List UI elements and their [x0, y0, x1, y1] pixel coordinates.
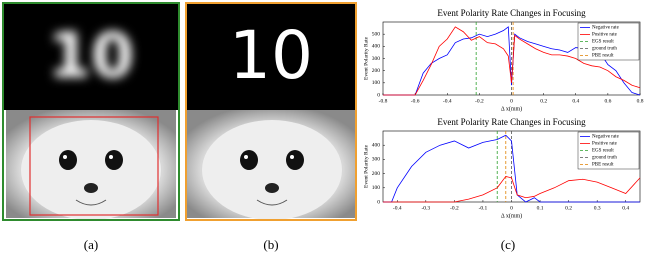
data-line [383, 26, 641, 96]
y-tick-label: 400 [372, 142, 381, 148]
image-text: 10 [229, 17, 313, 94]
legend-label: PBE result [592, 54, 614, 59]
x-tick-label: 0.4 [622, 205, 629, 211]
x-tick-label: -0.3 [421, 205, 430, 211]
x-tick-label: 0.4 [572, 98, 579, 104]
y-tick-label: 300 [372, 56, 381, 62]
seal-image [186, 109, 358, 221]
x-axis-label: Δ x(mm) [501, 105, 522, 112]
panel-border [2, 2, 180, 221]
chart-title: Event Polarity Rate Changes in Focusing [437, 8, 586, 18]
seal-image [5, 109, 177, 221]
legend-label: EGS result [592, 40, 614, 45]
panel-border [185, 2, 357, 221]
x-tick-label: 0.6 [604, 98, 611, 104]
legend-label: ground truth [592, 156, 617, 161]
blurred-image [4, 4, 178, 110]
caption: (a) [84, 237, 98, 252]
roi-box [29, 116, 159, 216]
y-tick-label: 300 [372, 157, 381, 163]
y-tick-label: 0 [377, 199, 380, 205]
legend-label: Negative rate [592, 26, 620, 31]
y-tick-label: 500 [372, 31, 381, 37]
x-tick-label: 0.8 [637, 98, 644, 104]
x-tick-label: 0.1 [537, 205, 544, 211]
y-tick-label: 100 [372, 185, 381, 191]
y-tick-label: 0 [377, 92, 380, 98]
x-tick-label: 0.2 [565, 205, 572, 211]
y-tick-label: 200 [372, 171, 381, 177]
sharp-image [187, 4, 355, 110]
image-text: 10 [48, 19, 134, 92]
panel-a: 10 (a) [2, 2, 180, 252]
x-tick-label: -0.8 [379, 98, 388, 104]
x-tick-label: -0.6 [411, 98, 420, 104]
x-tick-label: -0.2 [450, 205, 459, 211]
y-tick-label: 200 [372, 68, 381, 74]
legend-label: EGS result [592, 149, 614, 154]
caption: (c) [501, 237, 515, 252]
x-tick-label: -0.4 [443, 98, 452, 104]
x-tick-label: -0.4 [393, 205, 402, 211]
y-tick-label: 100 [372, 80, 381, 86]
x-tick-label: -0.1 [479, 205, 488, 211]
caption: (b) [263, 237, 278, 252]
data-line [383, 175, 641, 203]
data-line [383, 134, 640, 203]
panel-b: 10 (b) [185, 2, 358, 252]
legend-box [577, 22, 640, 61]
legend-box [577, 131, 640, 170]
x-axis-label: Δ x(mm) [501, 212, 522, 219]
legend-label: Positive rate [592, 142, 618, 147]
legend-label: Positive rate [592, 33, 618, 38]
y-axis-label: Event Polarity Rate [363, 144, 369, 188]
y-tick-label: 400 [372, 44, 381, 50]
legend-label: PBE result [592, 163, 614, 168]
legend-label: Negative rate [592, 135, 620, 140]
x-tick-label: -0.2 [475, 98, 484, 104]
y-axis-label: Event Polarity Rate [363, 36, 369, 80]
chart-title: Event Polarity Rate Changes in Focusing [437, 117, 586, 127]
x-tick-label: 0.2 [540, 98, 547, 104]
x-tick-label: 0.3 [594, 205, 601, 211]
legend-label: ground truth [592, 47, 617, 52]
x-tick-label: 0 [510, 98, 513, 104]
x-tick-label: 0 [510, 205, 513, 211]
